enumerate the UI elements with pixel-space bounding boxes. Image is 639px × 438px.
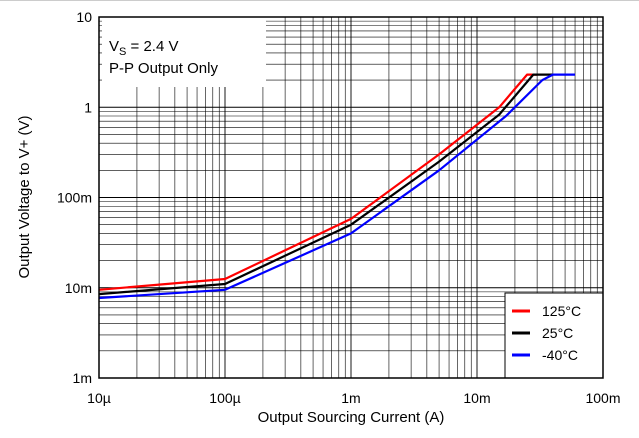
legend-label: -40°C [542,347,578,363]
plot-border [98,16,604,379]
legend-box [504,292,604,379]
x-tick-label: 100m [585,390,620,406]
annotation-background [102,17,266,87]
y-tick-label: 100m [57,190,92,206]
y-tick-label: 10m [65,280,92,296]
x-tick-label: 10µ [87,390,111,406]
top-border-line [0,0,639,1]
y-tick-label: 1m [73,370,92,386]
annotation-line-2: P-P Output Only [109,60,218,77]
annotation-box: VS = 2.4 V P-P Output Only [102,17,266,87]
x-tick-label: 10m [463,390,490,406]
y-tick-label: 10 [76,9,92,25]
annotation-line-1: VS = 2.4 V [109,38,178,58]
x-tick-label: 1m [341,390,360,406]
series-line-3 [98,73,575,300]
x-tick-label: 100µ [209,390,240,406]
series-lines [98,73,575,300]
y-axis-label: Output Voltage to V+ (V) [16,115,33,278]
y-tick-label: 1 [84,99,92,115]
series-line-1 [98,73,538,291]
legend-label: 125°C [542,303,581,319]
legend: 125°C 25°C -40°C [504,292,604,379]
series-line-2 [98,73,553,296]
x-axis-label: Output Sourcing Current (A) [258,409,445,426]
tick-labels: 10µ 100µ 1m 10m 100m 1m 10m 100m 1 10 [57,9,621,406]
legend-label: 25°C [542,325,573,341]
